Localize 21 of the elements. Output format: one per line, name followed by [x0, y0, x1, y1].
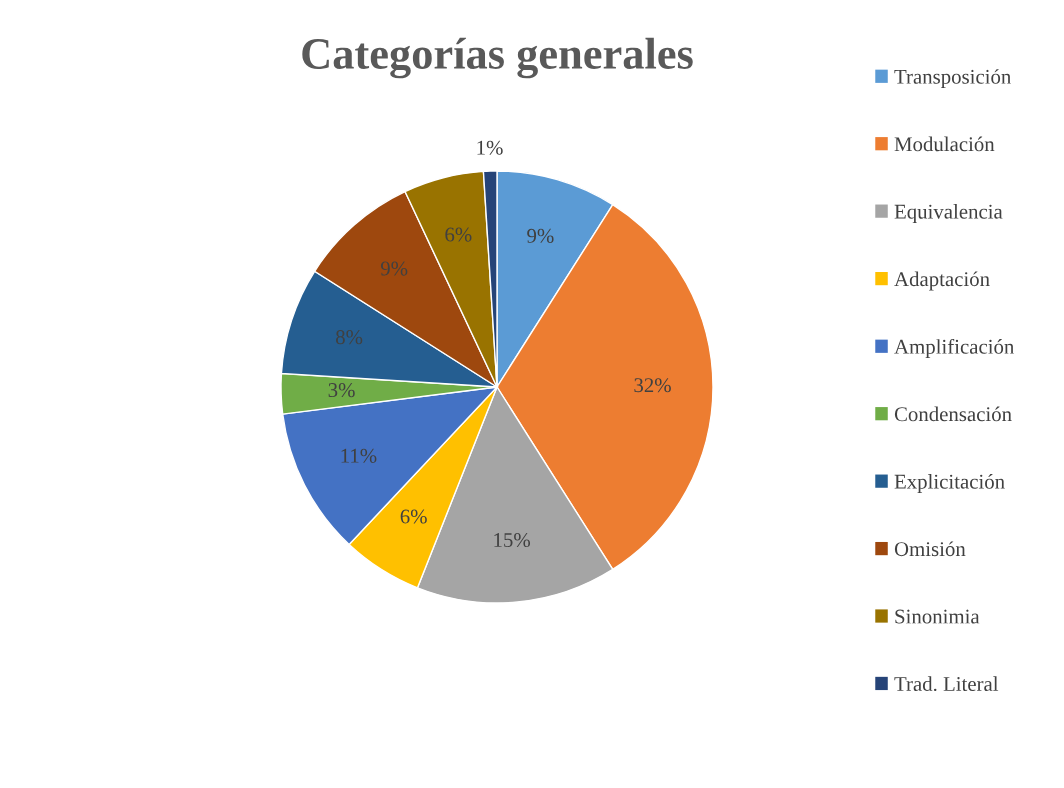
data-label: 9%	[380, 261, 408, 276]
legend-label: Equivalencia	[894, 204, 1003, 223]
data-label: 9%	[527, 228, 554, 243]
data-label: 6%	[400, 509, 427, 524]
legend-label: Condensación	[894, 406, 1012, 422]
legend-label: Transposición	[894, 69, 1012, 89]
data-label: 3%	[328, 383, 355, 398]
chart-title: Categorías generales	[302, 37, 693, 79]
legend-label: Trad. Literal	[894, 676, 999, 692]
data-label: 11%	[341, 448, 377, 463]
legend-label: Sinonimia	[895, 609, 980, 624]
legend-label: Adaptación	[894, 271, 990, 291]
data-label: 32%	[634, 378, 671, 393]
data-label: 6%	[445, 227, 472, 242]
data-label: 8%	[336, 330, 363, 345]
legend-label: Explicitación	[894, 474, 1005, 493]
legend-label: Omisión	[894, 541, 966, 557]
legend-label: Amplificación	[894, 338, 1015, 359]
data-label: 15%	[494, 532, 531, 548]
data-label: 1%	[477, 140, 503, 155]
legend-label: Modulación	[894, 136, 995, 152]
